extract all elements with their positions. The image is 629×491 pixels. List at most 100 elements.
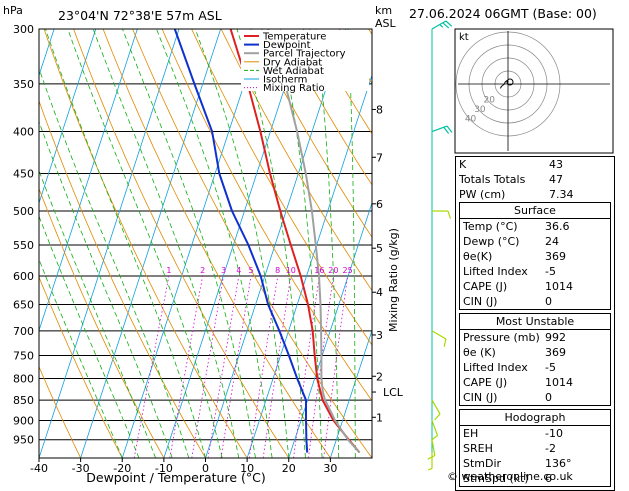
pressure-tick-label: 450 — [13, 167, 34, 180]
surface-label: CIN (J) — [463, 295, 498, 308]
pressure-tick-label: 500 — [13, 205, 34, 218]
pressure-tick-label: 850 — [13, 394, 34, 407]
wet-adiabat — [347, 29, 356, 458]
wet-adiabat — [156, 29, 273, 458]
x-tick-label: -10 — [155, 462, 173, 475]
height-tick-label: 1 — [376, 411, 383, 424]
barb-staff — [431, 420, 439, 436]
index-row: Totals Totals 47 — [456, 172, 614, 187]
isotherm-line — [39, 29, 180, 458]
pressure-tick-label: 550 — [13, 239, 34, 252]
dry-adiabat — [191, 29, 372, 346]
hodograph-param-row: StmDir 136° — [460, 456, 610, 471]
parcel-trajectory-profile — [267, 29, 361, 454]
most-unstable-value: 1014 — [545, 376, 573, 389]
mixing-ratio-label: 1 — [166, 266, 171, 275]
barb-staff — [431, 330, 447, 340]
hodograph-unit-label: kt — [459, 32, 469, 43]
barb-flag — [443, 126, 450, 134]
indices-table: K 43 Totals Totals 47 PW (cm) 7.34 Surface Te… — [455, 156, 615, 491]
surface-title: Surface — [514, 204, 556, 217]
barb-flag — [430, 435, 438, 441]
wet-adiabat — [67, 29, 223, 458]
surface-value: 369 — [545, 250, 566, 263]
index-value: 7.34 — [549, 188, 574, 201]
barb-staff — [431, 125, 448, 133]
hodograph-param-value: 136° — [545, 457, 572, 470]
surface-value: 24 — [545, 235, 559, 248]
hodograph-ring-label: 40 — [465, 114, 477, 124]
mixing-ratio-axis-title: Mixing Ratio (g/kg) — [387, 228, 400, 332]
lcl-label: LCL — [383, 386, 404, 399]
mixing-ratio-label: 20 — [328, 266, 338, 275]
dry-adiabat — [39, 275, 123, 458]
height-tick-label: 7 — [376, 151, 383, 164]
dry-adiabat — [43, 29, 248, 458]
surface-label: Temp (°C) — [463, 220, 518, 233]
wet-adiabat — [39, 67, 190, 458]
mixing-ratio-line — [191, 275, 224, 458]
index-value: 47 — [549, 173, 563, 186]
isotherm-line — [39, 29, 97, 205]
x-tick-label: -40 — [30, 462, 48, 475]
wind-barb — [432, 210, 452, 219]
mixing-ratio-line — [169, 275, 203, 458]
mixing-ratio-label: 8 — [275, 266, 280, 275]
most-unstable-row: Lifted Index -5 — [460, 360, 610, 375]
isotherm-line — [0, 29, 13, 458]
dry-adiabat — [39, 187, 165, 458]
hodograph-param-value: 6 — [545, 472, 552, 485]
x-tick-label: -30 — [72, 462, 90, 475]
height-tick-label: 6 — [376, 198, 383, 211]
legend-label: Parcel Trajectory — [263, 49, 346, 60]
x-tick-label: -20 — [113, 462, 131, 475]
most-unstable-row: CIN (J) 0 — [460, 390, 610, 405]
surface-row: CAPE (J) 1014 — [460, 279, 610, 294]
location-title: 23°04'N 72°38'E 57m ASL — [58, 8, 222, 23]
dry-adiabat — [279, 29, 372, 186]
mixing-ratio-line — [220, 275, 252, 458]
index-label: K — [459, 158, 467, 171]
x-tick-label: 30 — [323, 462, 337, 475]
wet-adiabat — [39, 258, 123, 458]
pressure-tick-label: 650 — [13, 299, 34, 312]
mixing-ratio-label: 25 — [343, 266, 353, 275]
dry-adiabat — [132, 29, 372, 458]
mixing-ratio-line — [207, 275, 240, 458]
surface-label: Lifted Index — [463, 265, 528, 278]
pressure-tick-label: 800 — [13, 372, 34, 385]
barb-flag — [439, 24, 444, 28]
index-row: K 43 — [456, 157, 614, 172]
mixing-ratio-line — [323, 275, 348, 458]
height-unit-sub-label: ASL — [375, 17, 397, 30]
barb-flag — [442, 22, 450, 29]
wind-barb — [430, 420, 439, 441]
hodograph-param-label: StmDir — [463, 457, 502, 470]
mixing-ratio-line — [308, 275, 334, 458]
surface-row: Dewp (°C) 24 — [460, 234, 610, 249]
temperature-profile — [229, 29, 361, 454]
barb-staff — [431, 439, 436, 456]
surface-value: 0 — [545, 295, 552, 308]
hodograph-param-row: StmSpd (kt) 6 — [460, 471, 610, 486]
most-unstable-row: θe (K) 369 — [460, 345, 610, 360]
wind-barb — [431, 125, 453, 134]
most-unstable-row: Pressure (mb) 992 — [460, 330, 610, 345]
dry-adiabat — [73, 29, 290, 458]
wet-adiabat — [45, 29, 206, 458]
pressure-tick-label: 400 — [13, 126, 34, 139]
hodograph-section: Hodograph EH -10 SREH -2 StmDir 136° StmSpd (k… — [459, 409, 611, 487]
pressure-tick-label: 300 — [13, 23, 34, 36]
hodograph-param-label: SREH — [463, 442, 493, 455]
barb-flag — [427, 454, 436, 460]
dry-adiabat — [220, 29, 372, 292]
isotherm-line — [80, 29, 222, 458]
hodograph-param-value: -10 — [545, 427, 563, 440]
most-unstable-label: Lifted Index — [463, 361, 528, 374]
pressure-unit-label: hPa — [3, 4, 23, 17]
wind-barbs — [427, 20, 453, 471]
mixing-ratio-label: 5 — [249, 266, 254, 275]
wet-adiabat — [277, 29, 323, 458]
